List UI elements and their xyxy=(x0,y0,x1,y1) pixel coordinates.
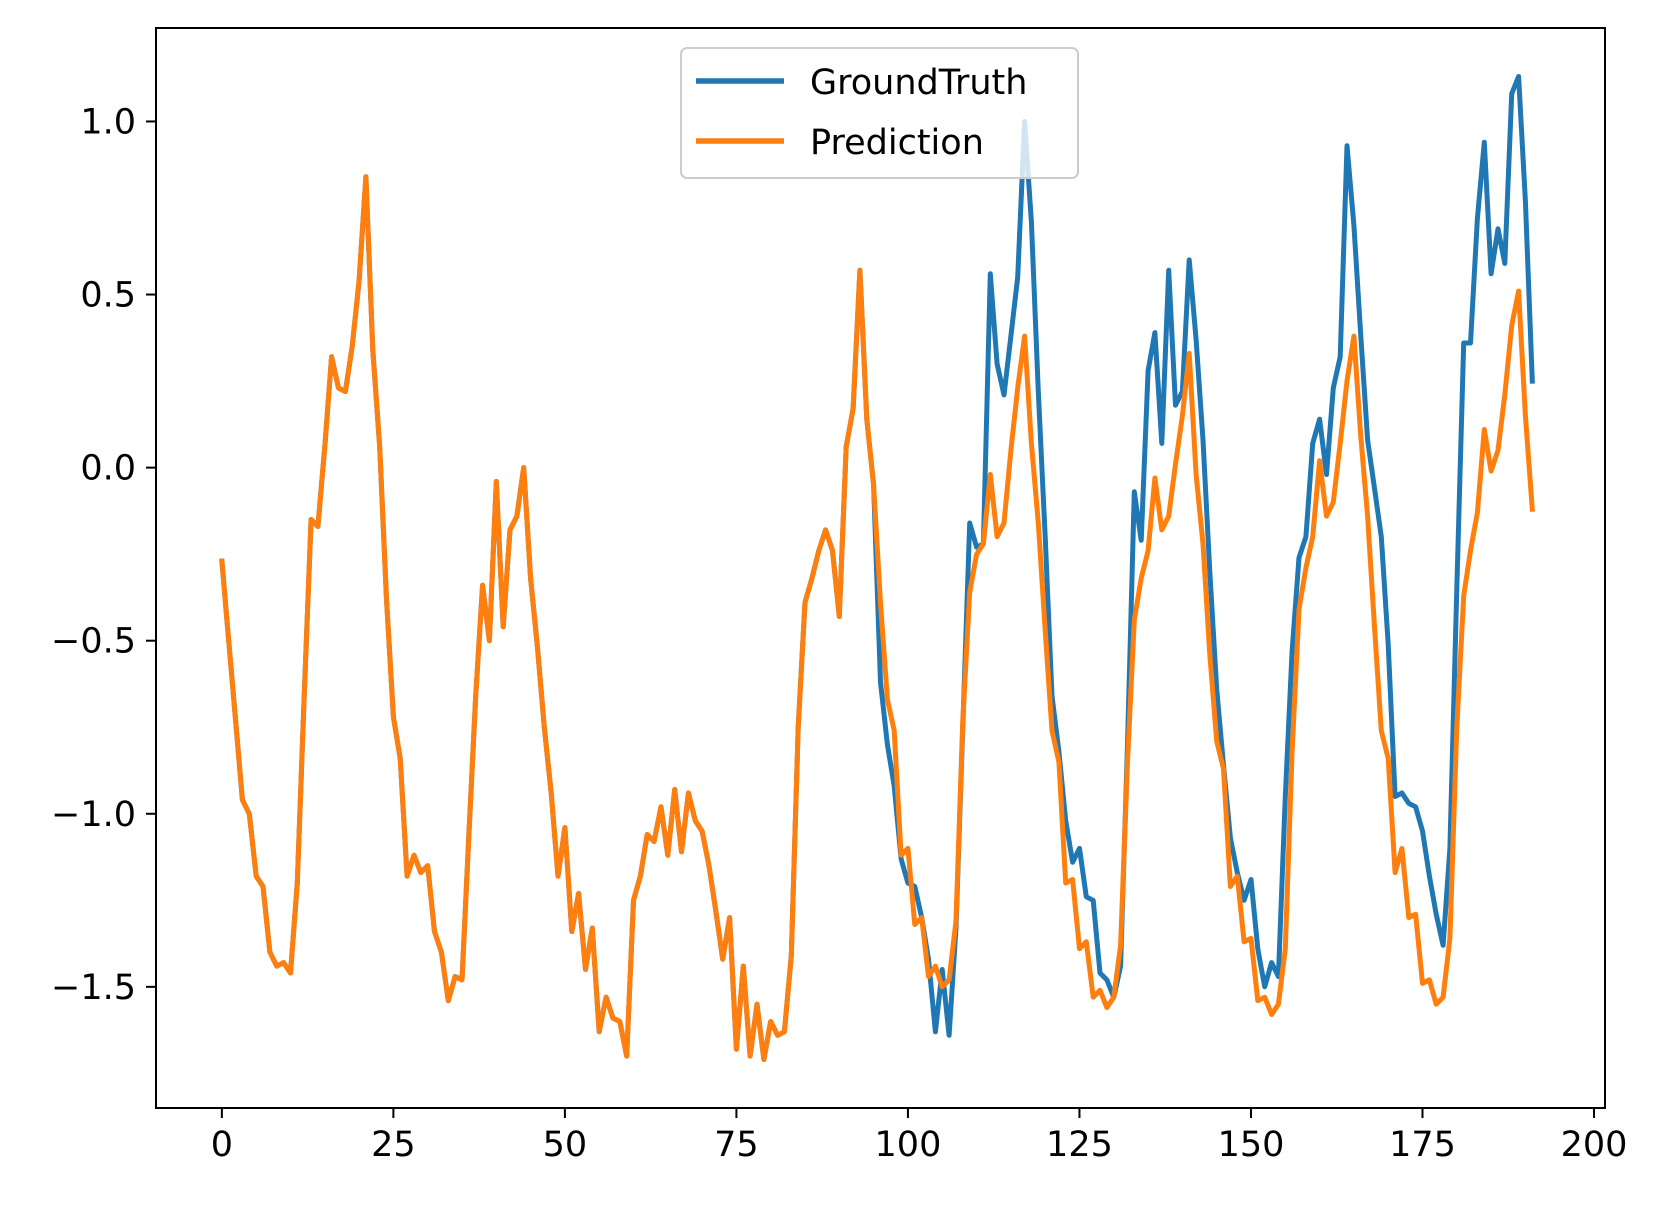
x-tick-label: 125 xyxy=(1046,1125,1113,1165)
series-line-prediction xyxy=(219,174,1535,1062)
x-tick-label: 50 xyxy=(543,1125,588,1165)
x-axis-ticks: 0 25 50 75 100 125 150 175 200 xyxy=(211,1108,1628,1165)
y-tick-label: 0.0 xyxy=(80,449,136,489)
y-tick-label: 0.5 xyxy=(80,276,136,316)
legend-label-prediction: Prediction xyxy=(810,123,984,163)
y-tick-label: 1.0 xyxy=(80,102,136,142)
x-tick-label: 150 xyxy=(1218,1125,1285,1165)
plot-lines xyxy=(219,74,1535,1062)
y-tick-label: −1.0 xyxy=(51,795,136,835)
x-tick-label: 0 xyxy=(211,1125,233,1165)
x-tick-label: 25 xyxy=(371,1125,416,1165)
x-tick-label: 200 xyxy=(1561,1125,1628,1165)
y-axis-ticks: −1.5 −1.0 −0.5 0.0 0.5 1.0 xyxy=(51,102,156,1008)
legend-label-groundtruth: GroundTruth xyxy=(810,63,1027,103)
y-tick-label: −1.5 xyxy=(51,968,136,1008)
x-tick-label: 75 xyxy=(714,1125,759,1165)
x-tick-label: 175 xyxy=(1389,1125,1456,1165)
y-tick-label: −0.5 xyxy=(51,622,136,662)
x-tick-label: 100 xyxy=(875,1125,942,1165)
axes-frame xyxy=(155,27,1606,1109)
legend: GroundTruth Prediction xyxy=(680,47,1079,179)
